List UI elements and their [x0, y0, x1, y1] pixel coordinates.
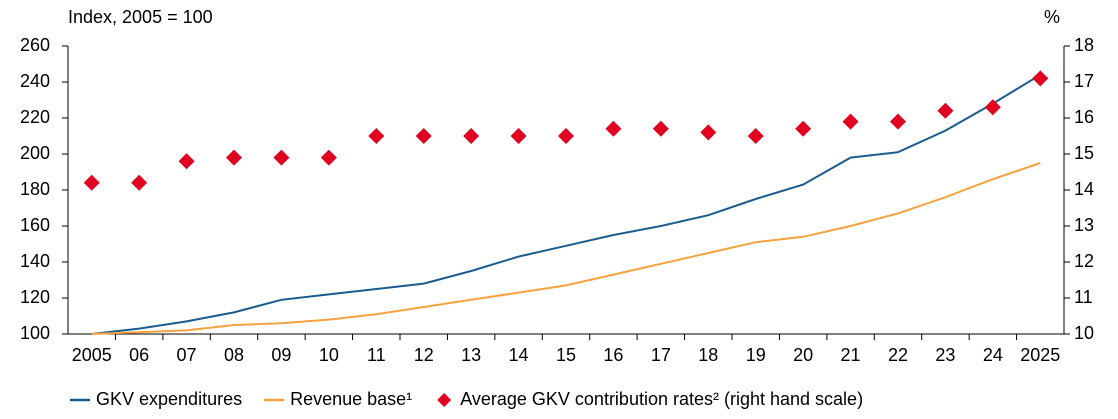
x-tick-label: 12 — [414, 345, 434, 365]
x-tick-label: 10 — [319, 345, 339, 365]
diamond-marker — [747, 128, 764, 144]
y2-tick-label: 17 — [1074, 71, 1094, 91]
x-tick-label: 15 — [556, 345, 576, 365]
y2-tick-label: 14 — [1074, 179, 1094, 199]
legend-swatch — [437, 393, 452, 407]
y-tick-label: 160 — [20, 215, 50, 235]
diamond-marker — [510, 128, 527, 144]
x-tick-label: 18 — [698, 345, 718, 365]
y-tick-label: 100 — [20, 323, 50, 343]
diamond-marker — [795, 120, 812, 137]
y2-tick-label: 13 — [1074, 215, 1094, 235]
legend-item: Revenue base¹ — [264, 389, 412, 409]
y-tick-label: 240 — [20, 71, 50, 91]
y-tick-label: 180 — [20, 179, 50, 199]
y2-tick-label: 10 — [1074, 323, 1094, 343]
x-tick-label: 13 — [461, 345, 481, 365]
y2-tick-label: 11 — [1074, 287, 1093, 307]
x-tick-label: 16 — [603, 345, 623, 365]
diamond-marker — [415, 128, 432, 144]
diamond-marker — [83, 174, 100, 191]
x-tick-label: 20 — [793, 345, 813, 365]
x-tick-label: 19 — [746, 345, 766, 365]
x-tick-label: 14 — [509, 345, 529, 365]
x-tick-label: 07 — [177, 345, 197, 365]
diamond-marker — [558, 128, 574, 144]
legend-label: Revenue base¹ — [290, 389, 412, 409]
diamond-marker — [368, 128, 385, 144]
diamond-marker — [320, 149, 337, 166]
y-tick-label: 220 — [20, 107, 50, 127]
diamond-marker — [700, 124, 717, 141]
x-tick-label: 17 — [651, 345, 671, 365]
y2-tick-label: 16 — [1074, 107, 1094, 127]
diamond-marker — [937, 102, 954, 119]
line-series — [91, 162, 1041, 335]
x-tick-label: 2025 — [1020, 345, 1060, 365]
y-tick-label: 260 — [20, 35, 50, 55]
y-tick-label: 200 — [20, 143, 50, 163]
diamond-marker — [131, 174, 148, 191]
x-tick-label: 24 — [983, 345, 1003, 365]
x-tick-label: 11 — [367, 345, 386, 365]
y2-tick-label: 15 — [1074, 143, 1094, 163]
diamond-marker — [1032, 70, 1049, 87]
y-tick-label: 120 — [20, 287, 50, 307]
x-tick-label: 23 — [935, 345, 955, 365]
x-tick-label: 06 — [129, 345, 149, 365]
x-tick-label: 09 — [271, 345, 291, 365]
legend-item: GKV expenditures — [70, 389, 242, 409]
y-tick-label: 140 — [20, 251, 50, 271]
diamond-marker — [463, 128, 480, 144]
x-tick-label: 22 — [888, 345, 908, 365]
diamond-marker — [984, 99, 1001, 116]
diamond-marker — [226, 149, 242, 166]
diamond-marker — [890, 113, 906, 130]
diamond-marker — [842, 113, 859, 130]
legend-item: Average GKV contribution rates² (right h… — [437, 389, 863, 409]
diamond-marker — [605, 120, 622, 137]
diamond-marker — [652, 120, 669, 137]
diamond-marker — [178, 153, 195, 170]
x-tick-label: 08 — [224, 345, 244, 365]
x-tick-label: 21 — [841, 345, 861, 365]
diamond-marker — [273, 149, 290, 166]
line-series — [91, 73, 1041, 335]
y-axis-label: Index, 2005 = 100 — [68, 7, 213, 27]
y2-axis-label: % — [1044, 7, 1060, 27]
y2-tick-label: 18 — [1074, 35, 1094, 55]
y2-tick-label: 12 — [1074, 251, 1094, 271]
legend-label: GKV expenditures — [96, 389, 242, 409]
x-tick-label: 2005 — [72, 345, 112, 365]
legend-label: Average GKV contribution rates² (right h… — [460, 389, 863, 409]
